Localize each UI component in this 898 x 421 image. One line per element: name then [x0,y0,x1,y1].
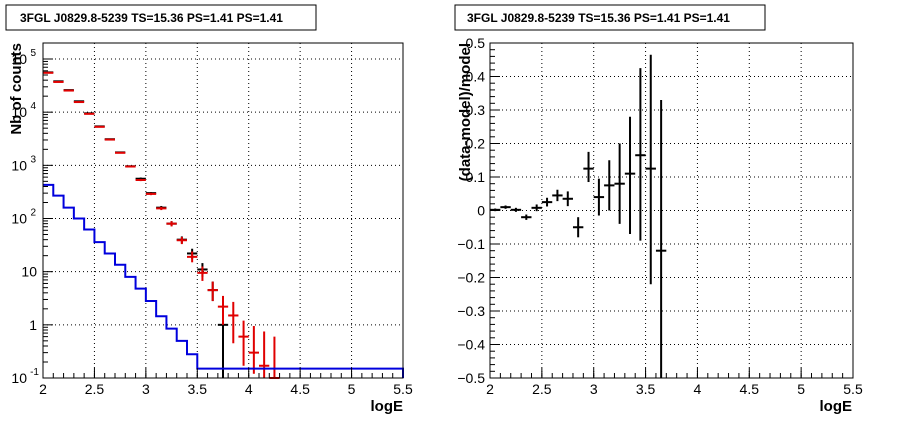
y-tick-exponent: 3 [30,154,36,165]
title-box [5,4,317,31]
y-tick-label: 1 [29,317,37,333]
data-point [521,214,532,220]
ticks: 2 2.5 3 3.5 4 4.5 5 5.5 −0.5 −0.4 −0.3 −0.2 −0.1 0 0.1… [457,35,863,397]
x-tick-label: 2.5 [85,381,105,397]
data-point [593,178,605,216]
data-point [115,151,126,154]
y-tick-label: −0.4 [457,337,485,353]
data-point [562,191,573,207]
data-point [572,217,584,238]
plot-frame [42,42,404,379]
data-point [63,89,74,92]
data-point [238,320,249,366]
data-layer [43,71,404,379]
data-point [166,221,177,227]
y-tick-label: −0.2 [457,270,485,286]
x-tick-label: 3 [590,381,598,397]
data-point [104,138,115,141]
data-point [624,116,636,234]
x-tick-label: 4 [245,381,253,397]
x-tick-label: 4.5 [290,381,310,397]
y-axis-title: Nb of counts [8,43,25,135]
data-point [531,204,542,212]
data-point [645,54,656,285]
y-tick-label: 10 [11,157,27,173]
data-point [259,331,270,378]
x-tick-label: 3 [142,381,150,397]
y-tick-label: 10 [21,264,37,280]
data-point [187,251,198,263]
data-point [84,112,95,115]
y-tick-label: 10 [11,104,27,120]
y-tick-exponent: 2 [30,208,36,219]
data-point [604,160,615,211]
y-tick-label: 0.5 [466,35,486,51]
x-tick-label: 4 [694,381,702,397]
y-tick-label: 0.1 [466,169,486,185]
data-point [583,151,594,183]
model-step-line [43,183,404,378]
data-point [541,197,553,207]
x-tick-label: 2 [39,381,47,397]
y-tick-label: 0.2 [466,136,486,152]
y-tick-label: 0.3 [466,102,486,118]
y-tick-label: −0.3 [457,303,485,319]
data-point [145,192,157,196]
data-point [125,165,136,168]
x-tick-label: 3.5 [636,381,656,397]
data-point [94,125,105,128]
residual-chart: 2 2.5 3 3.5 4 4.5 5 5.5 −0.5 −0.4 −0.3 −0.2 −0.1 0 0.1… [454,4,863,415]
grid [43,43,403,378]
y-tick-label: 10 [11,51,27,67]
x-tick-label: 5 [797,381,805,397]
x-tick-label: 4.5 [740,381,760,397]
data-layer [490,54,667,378]
data-point [176,236,187,245]
x-tick-label: 5.5 [843,381,863,397]
chart-title: 3FGL J0829.8-5239 TS=15.36 PS=1.41 PS=1.… [467,11,730,25]
data-point [248,326,259,374]
data-point [500,205,511,209]
x-tick-label: 2.5 [532,381,552,397]
data-point [510,207,522,212]
y-tick-label: 10 [11,211,27,227]
x-tick-label: 5 [348,381,356,397]
x-axis-title: logE [371,398,404,415]
x-tick-label: 5.5 [393,381,413,397]
x-tick-label: 3.5 [188,381,208,397]
y-axis-title: (data-model)/model [457,43,474,181]
y-tick-exponent: -1 [30,367,39,378]
data-point [207,281,218,302]
y-tick-label: −0.5 [457,370,485,386]
data-point [73,101,85,104]
data-point [614,143,625,224]
x-tick-label: 2 [486,381,494,397]
y-tick-label: 0.4 [466,69,486,85]
y-tick-label: 10 [11,370,27,386]
x-axis-title: logE [820,398,853,415]
data-point [156,206,167,211]
y-tick-exponent: 5 [30,48,36,59]
data-point [655,99,667,378]
title-box [454,4,766,31]
data-point [552,189,563,202]
y-tick-exponent: 4 [30,101,36,112]
data-point [635,68,646,241]
data-point [228,301,239,344]
grid [490,43,853,378]
data-point [217,295,229,325]
data-point [135,178,146,182]
data-point [197,266,208,281]
chart-title: 3FGL J0829.8-5239 TS=15.36 PS=1.41 PS=1.… [20,11,283,25]
y-tick-label: −0.1 [457,236,485,252]
y-tick-label: 0 [477,203,485,219]
